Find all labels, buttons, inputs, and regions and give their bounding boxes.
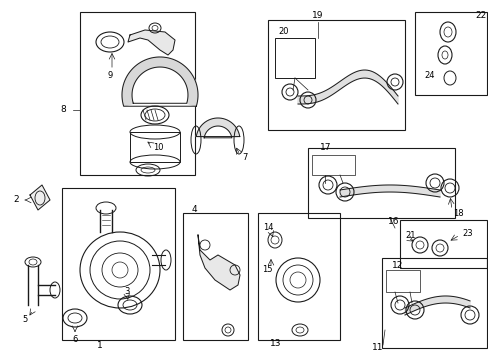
Text: 13: 13 — [269, 338, 281, 347]
Polygon shape — [339, 185, 439, 197]
Bar — [130, 132, 180, 162]
Polygon shape — [198, 235, 240, 290]
Polygon shape — [128, 30, 175, 55]
Polygon shape — [30, 185, 50, 210]
Polygon shape — [297, 70, 397, 104]
Polygon shape — [122, 57, 198, 106]
Bar — [183, 213, 247, 340]
Text: 6: 6 — [72, 336, 77, 345]
Text: 3: 3 — [124, 288, 129, 297]
Text: 19: 19 — [312, 10, 323, 19]
Bar — [274, 38, 314, 78]
Text: 24: 24 — [423, 71, 434, 80]
Text: 22: 22 — [474, 10, 485, 19]
Bar — [381, 258, 486, 348]
Text: 12: 12 — [391, 261, 403, 270]
Text: 5: 5 — [22, 315, 27, 324]
Text: 18: 18 — [452, 208, 463, 217]
Text: 23: 23 — [461, 229, 472, 238]
Polygon shape — [404, 296, 469, 315]
Text: 4: 4 — [192, 206, 197, 215]
Text: 17: 17 — [319, 144, 331, 153]
Bar — [399, 220, 486, 268]
Text: 20: 20 — [278, 27, 288, 36]
Text: 1: 1 — [97, 341, 102, 350]
Bar — [267, 20, 404, 130]
Bar — [414, 12, 486, 95]
Bar — [385, 270, 419, 292]
Text: 7: 7 — [242, 153, 247, 162]
Text: 14: 14 — [263, 224, 273, 233]
Text: 11: 11 — [371, 343, 383, 352]
Polygon shape — [196, 118, 239, 138]
Text: 9: 9 — [108, 71, 113, 80]
Text: 2: 2 — [13, 195, 19, 204]
Text: 16: 16 — [387, 217, 399, 226]
Bar — [62, 188, 175, 340]
Text: 10: 10 — [153, 144, 163, 153]
Bar — [80, 12, 195, 175]
Text: 21: 21 — [404, 230, 415, 239]
Text: 15: 15 — [262, 266, 272, 274]
Text: 8: 8 — [60, 105, 65, 114]
Bar — [258, 213, 339, 340]
Bar — [311, 155, 354, 175]
Bar — [307, 148, 454, 218]
